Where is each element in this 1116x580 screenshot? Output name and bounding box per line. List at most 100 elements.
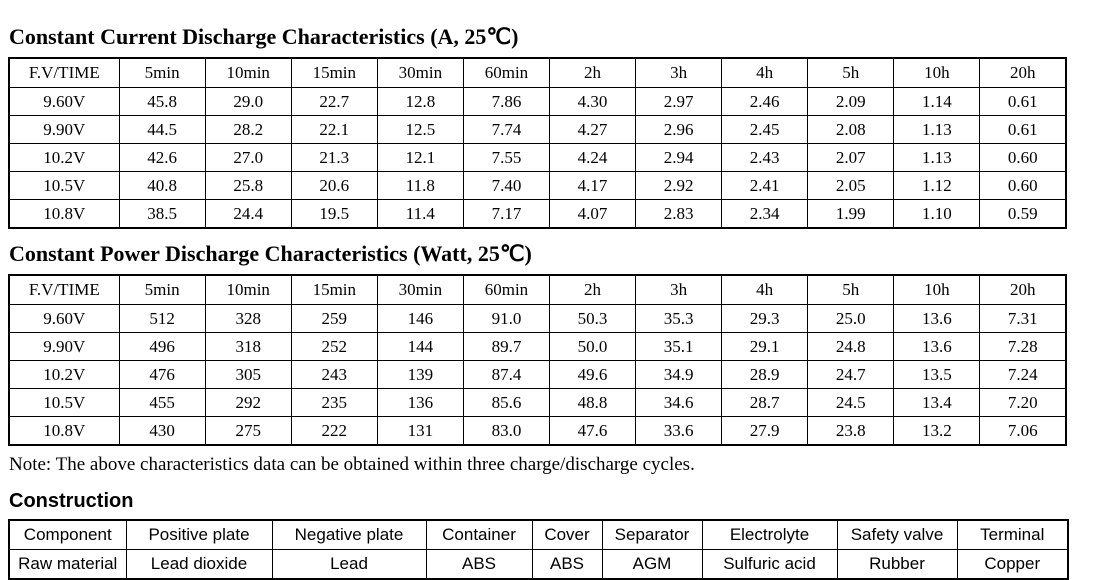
column-header: 5h [807,274,895,305]
current-discharge-title: Constant Current Discharge Characteristi… [9,24,519,49]
table-cell: 10.2V [8,360,120,389]
table-cell: 512 [118,304,206,333]
table-cell: 29.1 [721,332,809,361]
table-cell: Negative plate [271,519,427,550]
column-header: 20h [979,57,1067,88]
table-cell: 91.0 [462,304,550,333]
table-cell: 13.6 [893,304,981,333]
table-cell: 9.90V [8,332,120,361]
table-cell: 496 [118,332,206,361]
table-cell: Sulfuric acid [701,549,838,580]
table-cell: Rubber [836,549,958,580]
table-cell: 23.8 [807,416,895,446]
table-cell: 2.97 [635,87,723,116]
table-cell: 0.60 [979,143,1067,172]
table-cell: 1.14 [893,87,981,116]
table-cell: 44.5 [118,115,206,144]
table-cell: 19.5 [290,199,378,229]
table-cell: 7.24 [979,360,1067,389]
table-cell: 49.6 [548,360,637,389]
table-cell: Raw material [8,549,127,580]
column-header: 2h [548,274,637,305]
table-cell: 305 [204,360,292,389]
column-header: 5min [118,57,206,88]
table-cell: 89.7 [462,332,550,361]
table-cell: 144 [376,332,464,361]
table-cell: 2.34 [721,199,809,229]
power-discharge-title: Constant Power Discharge Characteristics… [9,241,532,266]
column-header: 3h [635,274,723,305]
table-row: 10.2V 476 305 243 139 87.4 49.6 34.9 28.9 24.7 13.… [8,360,1067,389]
table-cell: 38.5 [118,199,206,229]
table-cell: 11.4 [376,199,464,229]
table-cell: 243 [290,360,378,389]
table-cell: 33.6 [635,416,723,446]
current-discharge-table: F.V/TIME 5min 10min 15min 30min 60min 2h 3h 4h 5h… [8,57,1067,229]
table-cell: 0.60 [979,171,1067,200]
note-text: Note: The above characteristics data can… [9,454,695,475]
column-header: 10min [204,274,292,305]
table-cell: 24.5 [807,388,895,417]
table-cell: 1.13 [893,115,981,144]
table-cell: 13.4 [893,388,981,417]
column-header: 15min [290,57,378,88]
current-table-body: 9.60V 45.8 29.0 22.7 12.8 7.86 4.30 2.97 2.46 2.0… [8,87,1067,229]
table-cell: 2.45 [721,115,809,144]
table-cell: 7.31 [979,304,1067,333]
table-cell: 28.9 [721,360,809,389]
table-cell: 1.13 [893,143,981,172]
table-cell: 2.94 [635,143,723,172]
table-cell: 45.8 [118,87,206,116]
column-header: 60min [462,57,550,88]
table-cell: 455 [118,388,206,417]
table-row: 9.90V 496 318 252 144 89.7 50.0 35.1 29.1 24.8 13.… [8,332,1067,361]
table-cell: Electrolyte [701,519,838,550]
table-row: 10.2V 42.6 27.0 21.3 12.1 7.55 4.24 2.94 2.43 2.0… [8,143,1067,172]
table-cell: 1.10 [893,199,981,229]
table-cell: 21.3 [290,143,378,172]
table-cell: 146 [376,304,464,333]
table-cell: 85.6 [462,388,550,417]
table-cell: 24.7 [807,360,895,389]
table-cell: 13.2 [893,416,981,446]
table-cell: 2.07 [807,143,895,172]
table-cell: 22.1 [290,115,378,144]
table-cell: 29.3 [721,304,809,333]
table-cell: 2.96 [635,115,723,144]
table-cell: 22.7 [290,87,378,116]
power-table-header-row: F.V/TIME 5min 10min 15min 30min 60min 2h 3h 4h 5h… [8,274,1067,305]
table-cell: 12.5 [376,115,464,144]
table-row: 10.8V 38.5 24.4 19.5 11.4 7.17 4.07 2.83 2.34 1.9… [8,199,1067,229]
table-cell: 42.6 [118,143,206,172]
column-header: 30min [376,57,464,88]
table-cell: Container [425,519,533,550]
table-cell: 9.60V [8,304,120,333]
table-cell: 2.83 [635,199,723,229]
table-cell: 0.61 [979,87,1067,116]
table-cell: Lead dioxide [125,549,273,580]
table-cell: 7.20 [979,388,1067,417]
table-cell: Positive plate [125,519,273,550]
table-cell: 7.86 [462,87,550,116]
table-row: 9.60V 512 328 259 146 91.0 50.3 35.3 29.3 25.0 13.… [8,304,1067,333]
table-cell: ABS [425,549,533,580]
column-header: 20h [979,274,1067,305]
column-header: 10h [893,57,981,88]
table-cell: 13.5 [893,360,981,389]
construction-table-body: Component Positive plate Negative plate Con… [8,519,1069,580]
column-header: 10h [893,274,981,305]
table-cell: 7.55 [462,143,550,172]
column-header: 4h [721,57,809,88]
table-row: 10.5V 455 292 235 136 85.6 48.8 34.6 28.7 24.5 13.… [8,388,1067,417]
table-cell: 4.17 [548,171,637,200]
table-cell: 252 [290,332,378,361]
table-cell: 35.3 [635,304,723,333]
table-cell: 318 [204,332,292,361]
power-table-body: 9.60V 512 328 259 146 91.0 50.3 35.3 29.3 25.0 13.… [8,304,1067,446]
table-cell: 10.5V [8,388,120,417]
table-cell: 34.6 [635,388,723,417]
table-row: 10.8V 430 275 222 131 83.0 47.6 33.6 27.9 23.8 13.… [8,416,1067,446]
table-cell: 28.7 [721,388,809,417]
table-cell: 0.61 [979,115,1067,144]
construction-title: Construction [9,490,134,512]
